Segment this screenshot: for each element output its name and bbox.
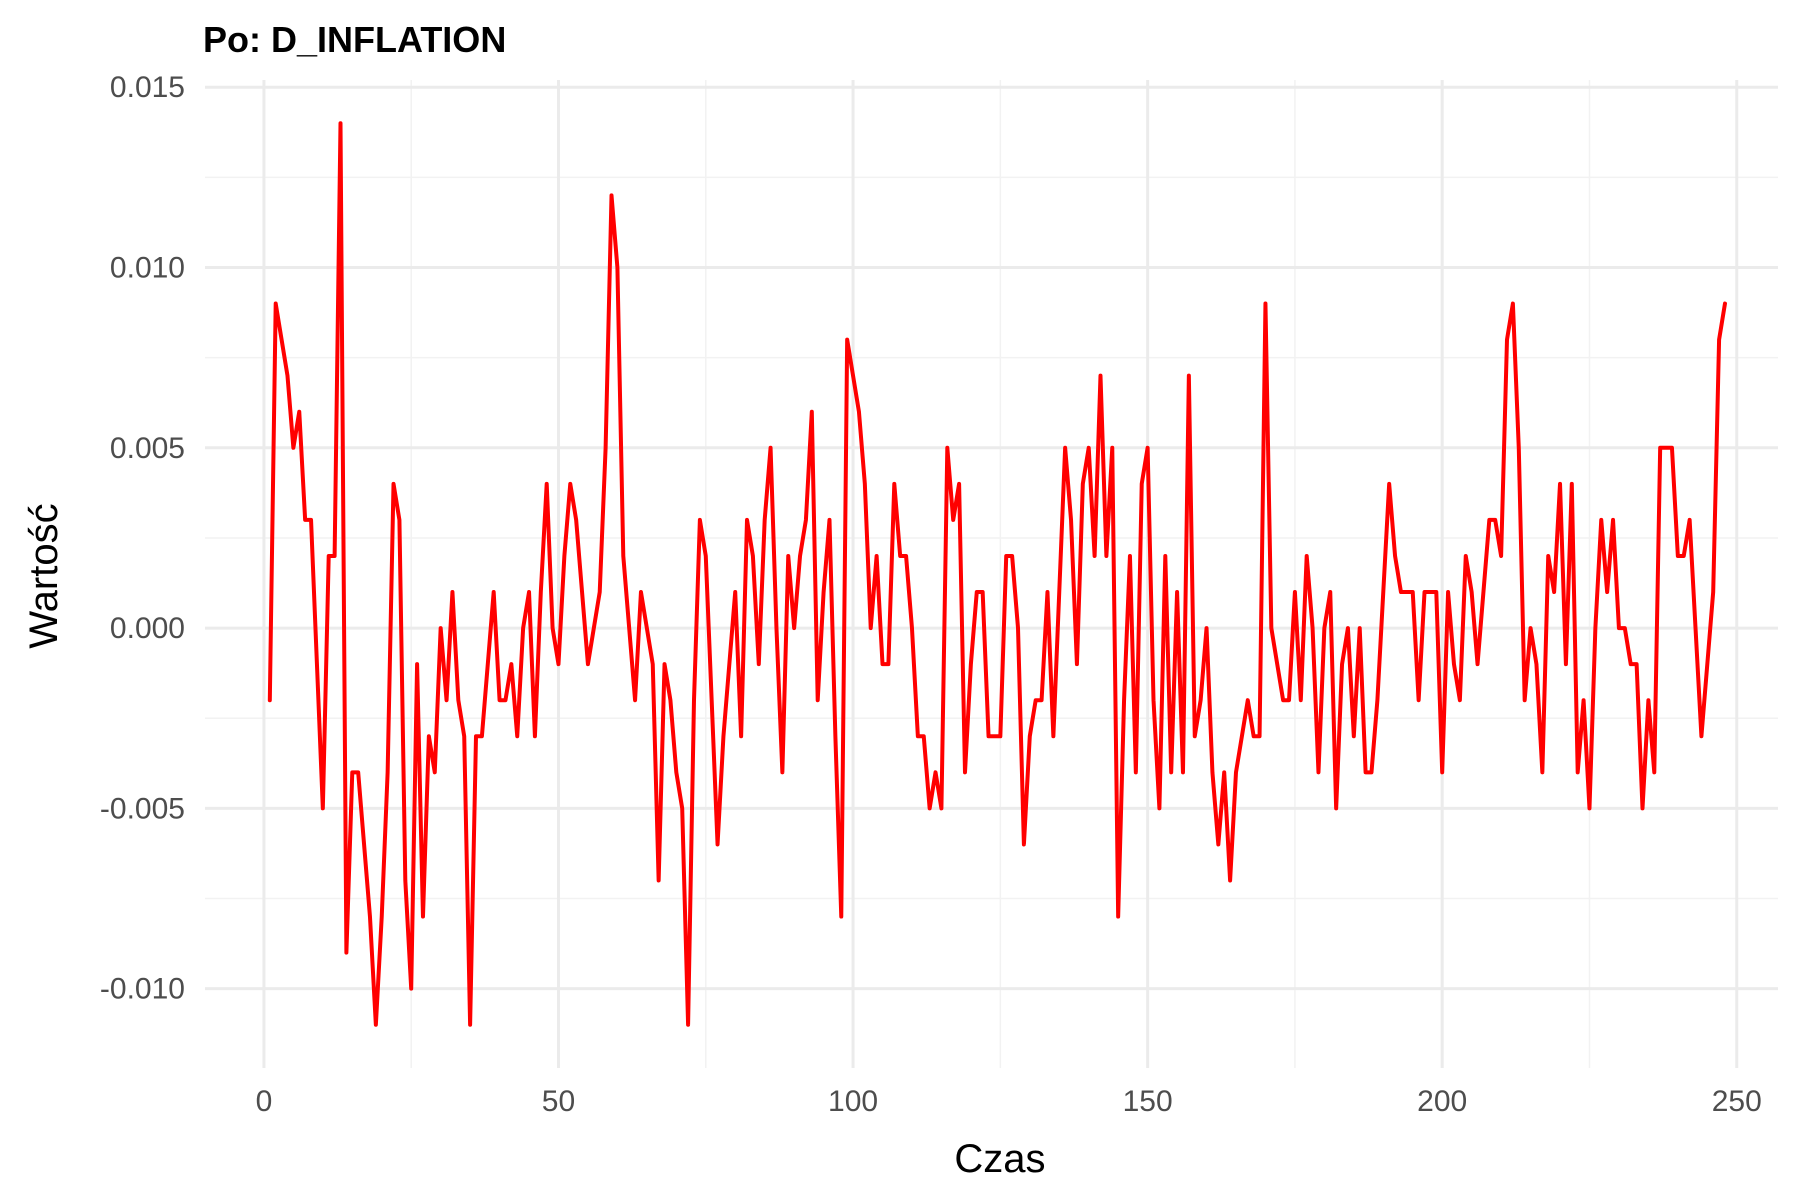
x-axis-title: Czas [954, 1137, 1045, 1181]
y-axis-tick-labels: -0.010 -0.005 0.000 0.005 0.010 0.015 [100, 71, 185, 1005]
x-tick-label: 100 [828, 1085, 878, 1118]
chart-title: Po: D_INFLATION [203, 19, 506, 60]
y-tick-label: 0.005 [110, 432, 185, 465]
y-tick-label: 0.010 [110, 252, 185, 285]
x-axis-tick-labels: 0 50 100 150 200 250 [256, 1085, 1762, 1118]
y-tick-label: 0.000 [110, 612, 185, 645]
y-axis-title: Wartość [22, 503, 66, 648]
y-tick-label: -0.010 [100, 973, 185, 1006]
x-tick-label: 250 [1712, 1085, 1762, 1118]
x-tick-label: 50 [542, 1085, 575, 1118]
y-tick-label: 0.015 [110, 71, 185, 104]
x-tick-label: 200 [1417, 1085, 1467, 1118]
series-line [267, 121, 1727, 1027]
x-tick-label: 0 [256, 1085, 273, 1118]
x-tick-label: 150 [1123, 1085, 1173, 1118]
y-tick-label: -0.005 [100, 792, 185, 825]
major-grid-vertical [262, 80, 1739, 1068]
